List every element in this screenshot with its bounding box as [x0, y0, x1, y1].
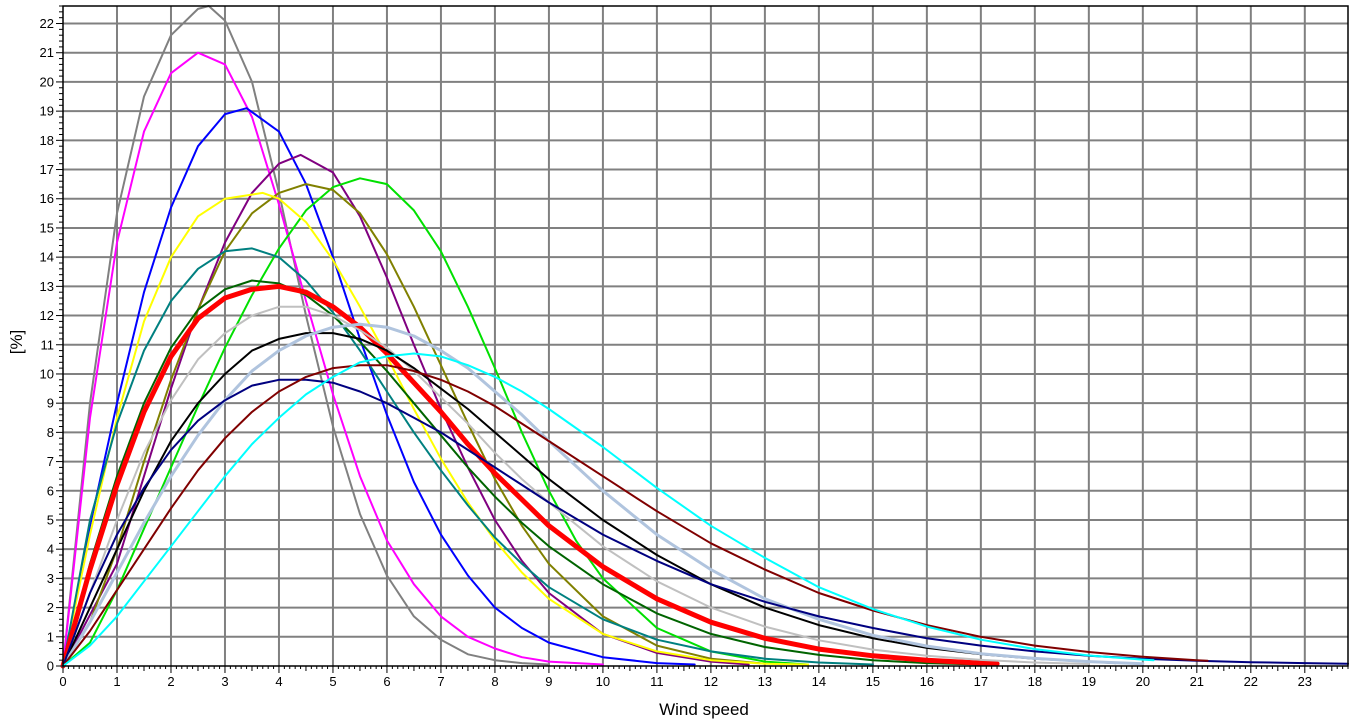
series-line-4	[62, 153, 750, 667]
y-tick-label: 21	[40, 45, 54, 60]
x-axis-title: Wind speed	[659, 700, 749, 719]
series-line-3	[62, 107, 696, 667]
chart-grid	[63, 6, 1348, 666]
series-line-14	[62, 378, 1349, 667]
y-tick-label: 11	[41, 337, 55, 352]
series-line-7	[62, 191, 810, 667]
y-tick-label: 3	[47, 571, 54, 586]
y-tick-label: 20	[40, 74, 54, 89]
x-tick-label: 11	[650, 674, 664, 689]
y-axis-title: [%]	[7, 330, 26, 355]
x-tick-label: 21	[1190, 674, 1204, 689]
y-tick-label: 7	[47, 454, 54, 469]
series-line-13	[61, 322, 1145, 668]
series-line-10	[60, 283, 1000, 669]
y-tick-label: 14	[40, 250, 54, 265]
y-tick-label: 16	[40, 191, 54, 206]
x-tick-label: 13	[758, 674, 772, 689]
x-tick-label: 1	[113, 674, 120, 689]
y-tick-label: 15	[40, 220, 54, 235]
plot-area	[63, 6, 1348, 666]
x-tick-label: 10	[596, 674, 610, 689]
y-tick-label: 9	[47, 396, 54, 411]
x-tick-label: 7	[437, 674, 444, 689]
x-tick-label: 6	[383, 674, 390, 689]
series-line-15	[62, 364, 1209, 667]
x-tick-label: 23	[1298, 674, 1312, 689]
y-tick-label: 13	[40, 279, 54, 294]
x-tick-label: 16	[920, 674, 934, 689]
series-line-11	[62, 305, 1090, 667]
y-tick-label: 17	[40, 162, 54, 177]
y-tick-label: 22	[40, 16, 54, 31]
y-tick-label: 5	[47, 512, 54, 527]
series-line-6	[62, 183, 766, 667]
y-tick-label: 1	[47, 629, 54, 644]
series-line-9	[62, 279, 982, 667]
chart-axes: 0 1 2 3 4 5 6 7 8 9 10 11 12 13 14 15 16 17 18 19 20 21 22 2301…	[40, 5, 1349, 689]
series-line-12	[62, 332, 1117, 667]
y-tick-label: 0	[47, 659, 54, 674]
x-tick-label: 15	[866, 674, 880, 689]
x-tick-label: 17	[974, 674, 988, 689]
x-tick-label: 8	[491, 674, 498, 689]
series-line-2	[62, 51, 604, 667]
y-tick-label: 2	[47, 600, 54, 615]
x-tick-label: 9	[545, 674, 552, 689]
y-tick-label: 12	[40, 308, 54, 323]
x-tick-label: 0	[59, 674, 66, 689]
chart-series	[60, 5, 1349, 669]
y-tick-label: 19	[40, 104, 54, 119]
x-tick-label: 19	[1082, 674, 1096, 689]
y-tick-label: 4	[47, 542, 54, 557]
x-tick-label: 5	[329, 674, 336, 689]
x-tick-label: 14	[812, 674, 826, 689]
x-tick-label: 2	[167, 674, 174, 689]
y-tick-label: 8	[47, 425, 54, 440]
x-tick-label: 12	[704, 674, 718, 689]
series-line-8	[62, 247, 874, 667]
x-tick-label: 3	[221, 674, 228, 689]
series-line-5	[62, 177, 810, 667]
series-line-16	[62, 352, 1155, 667]
x-tick-label: 20	[1136, 674, 1150, 689]
y-tick-label: 6	[47, 483, 54, 498]
y-tick-label: 10	[40, 366, 54, 381]
x-tick-label: 22	[1244, 674, 1258, 689]
x-tick-label: 18	[1028, 674, 1042, 689]
y-tick-label: 18	[40, 133, 54, 148]
x-tick-label: 4	[275, 674, 282, 689]
